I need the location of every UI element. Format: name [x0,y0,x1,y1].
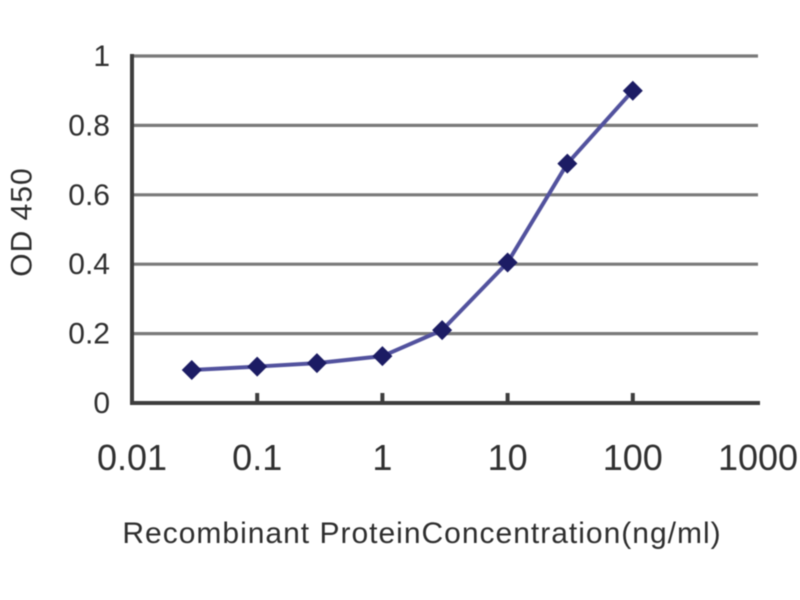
x-tick-label-100: 100 [603,437,663,478]
data-series [181,80,643,381]
axes [130,54,760,405]
data-point-marker-30 [557,153,578,174]
data-point-marker-10 [497,252,518,273]
y-axis-tick-labels: 0 0.2 0.4 0.6 0.8 1 [68,40,110,420]
x-tick-label-10: 10 [488,437,528,478]
data-point-marker-0.1 [247,356,268,377]
data-point-marker-100 [622,80,643,101]
y-tick-label-1: 1 [93,40,110,73]
data-point-marker-0.03 [181,360,202,381]
y-tick-label-0.6: 0.6 [68,179,110,212]
series-line [191,89,635,373]
y-tick-label-0: 0 [93,387,110,420]
x-axis-title: Recombinant ProteinConcentration(ng/ml) [122,517,721,550]
y-axis-title: OD 450 [6,167,39,276]
y-tick-label-0.2: 0.2 [68,318,110,351]
x-axis-tick-labels: 0.01 0.1 1 10 100 1000 [97,437,798,478]
data-point-marker-0.3 [306,353,327,374]
y-tick-label-0.8: 0.8 [68,109,110,142]
data-point-marker-3 [432,320,453,341]
y-tick-label-0.4: 0.4 [68,248,110,281]
x-tick-label-1000: 1000 [718,437,798,478]
x-tick-label-0.01: 0.01 [97,437,167,478]
x-tick-label-1: 1 [372,437,392,478]
x-tick-label-0.1: 0.1 [232,437,282,478]
data-point-marker-1 [372,346,393,367]
gridlines [132,54,758,336]
x-axis-tick-marks [255,393,635,405]
